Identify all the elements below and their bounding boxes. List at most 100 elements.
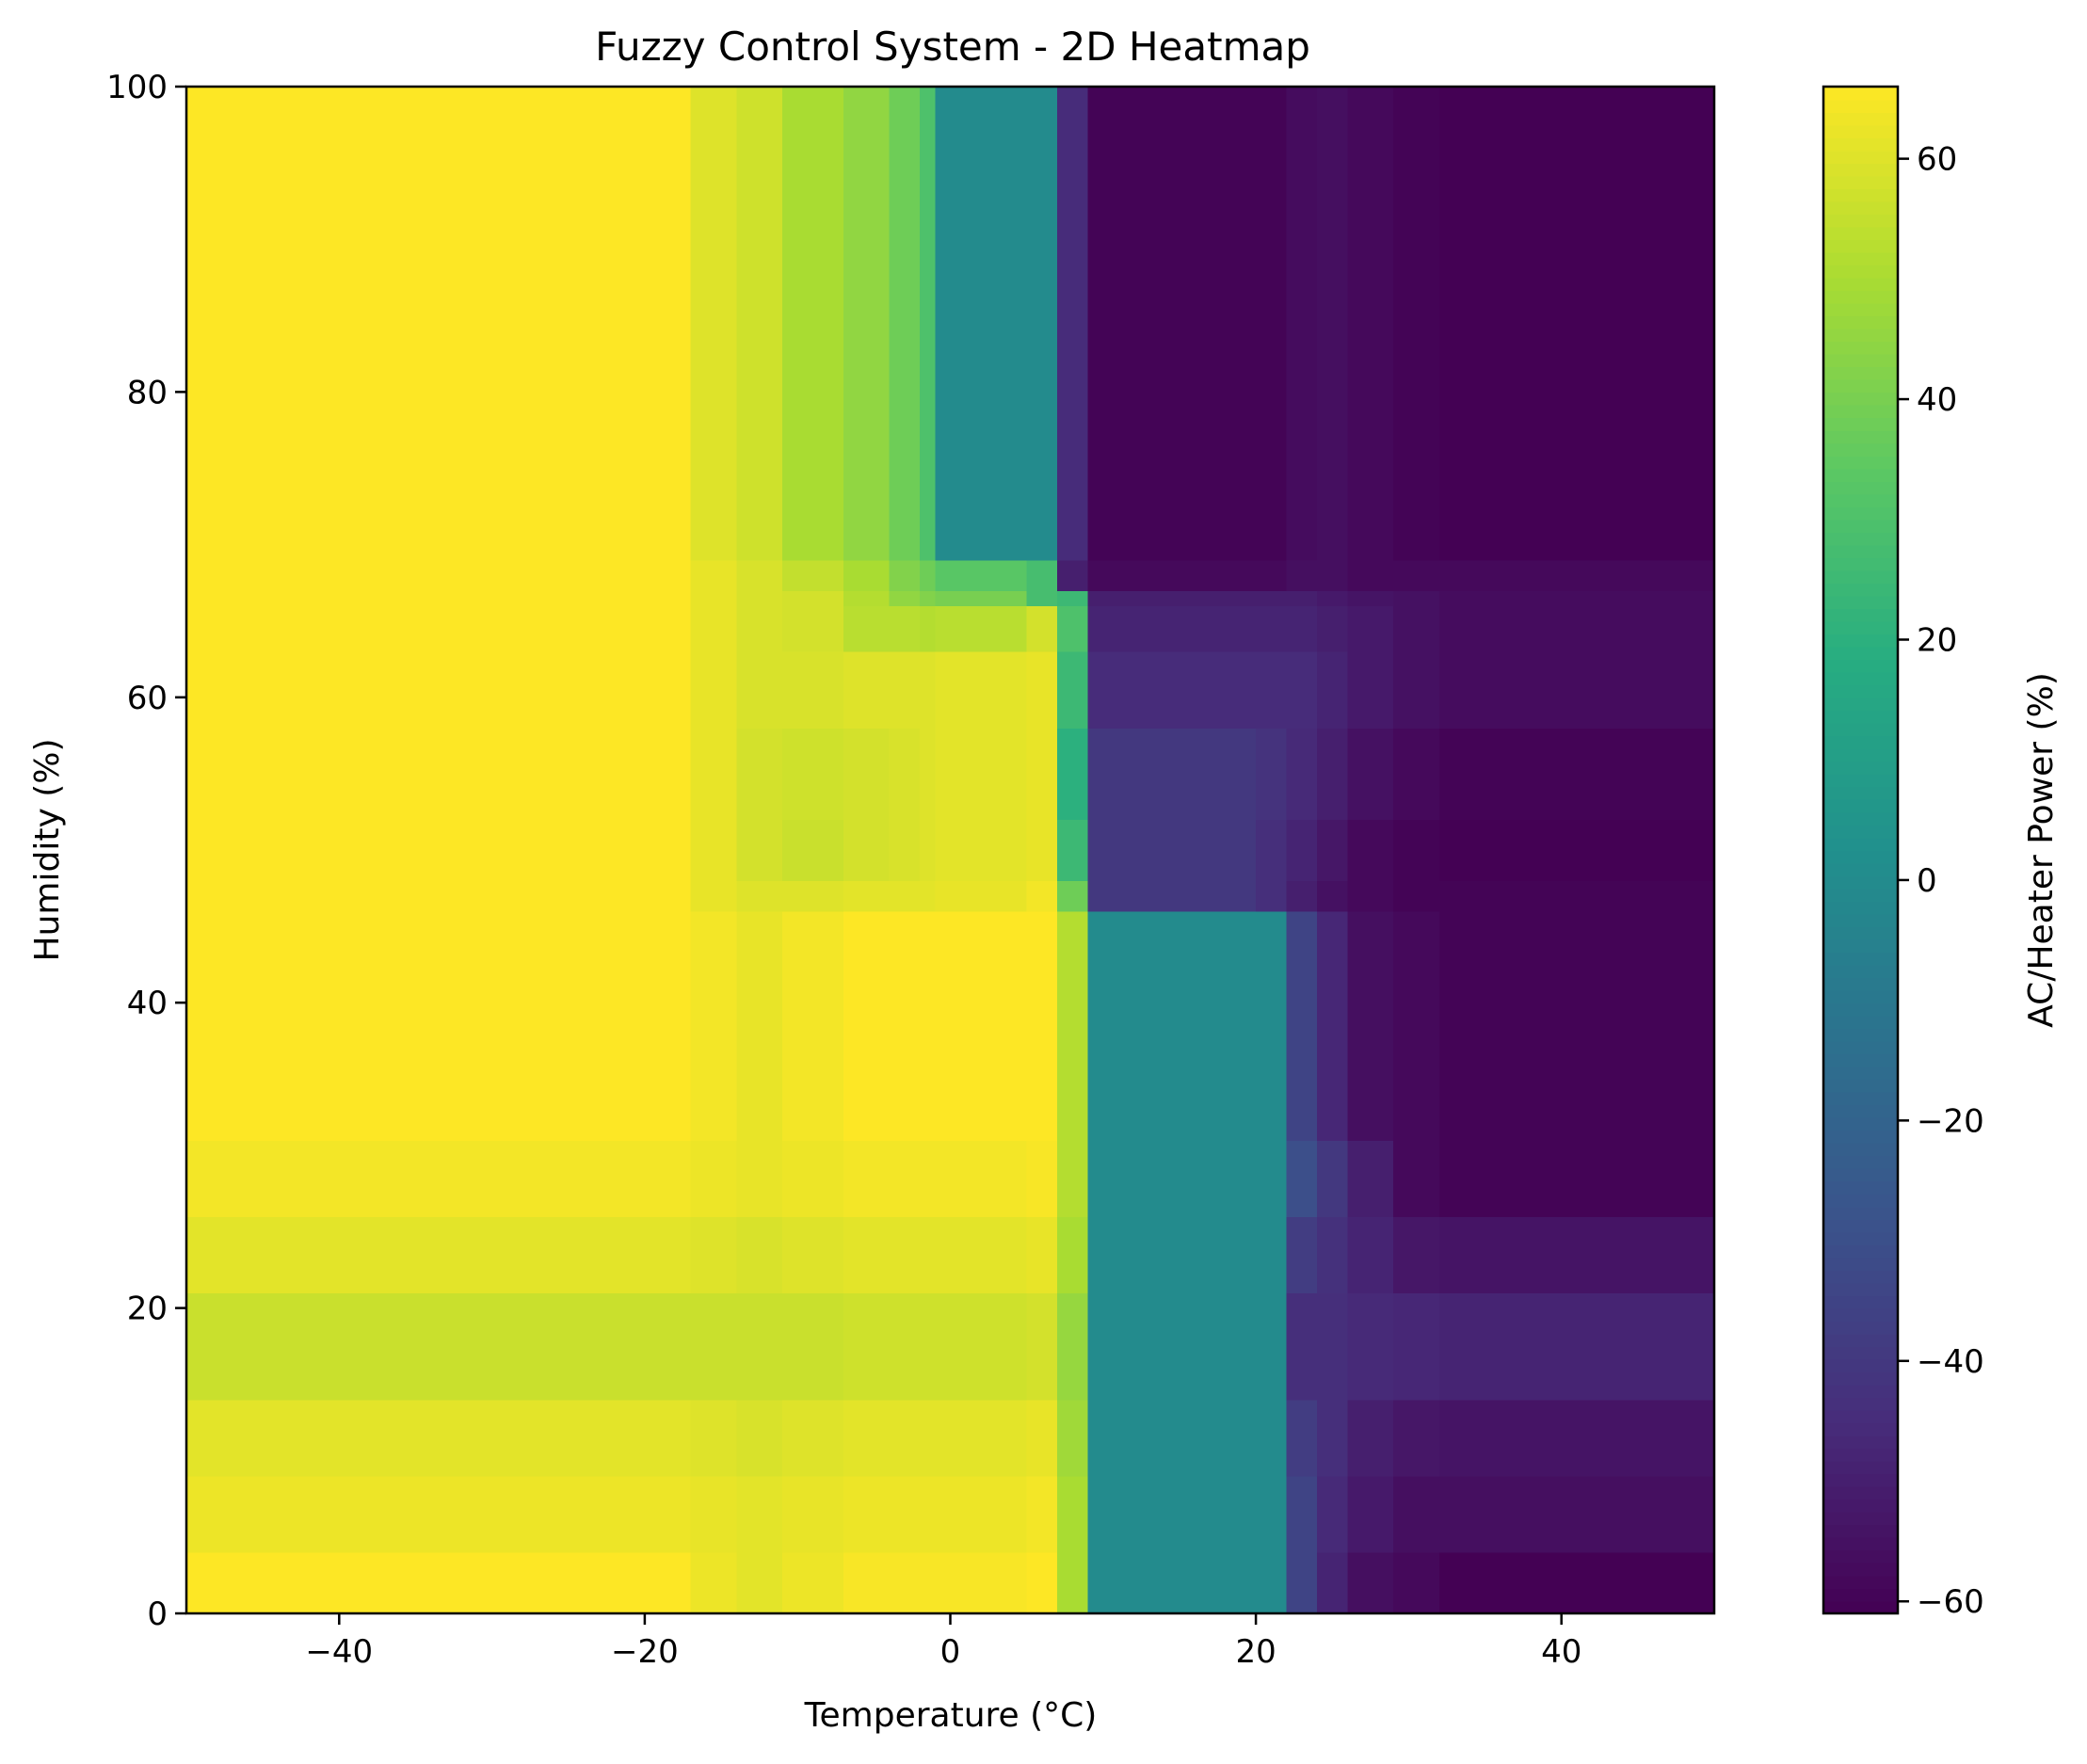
heatmap-cell bbox=[1256, 590, 1288, 607]
colorbar-tick-label: 20 bbox=[1917, 621, 1957, 659]
heatmap-cell bbox=[1057, 1552, 1089, 1614]
heatmap-cell bbox=[690, 605, 737, 652]
heatmap-cell bbox=[1286, 1476, 1318, 1553]
heatmap-cell bbox=[843, 605, 891, 652]
heatmap-cell bbox=[1256, 605, 1288, 652]
colorbar-segment bbox=[1823, 1422, 1898, 1436]
colorbar-segment bbox=[1823, 633, 1898, 648]
heatmap-cell bbox=[1393, 559, 1440, 591]
heatmap-cell bbox=[736, 1399, 783, 1477]
heatmap-cell bbox=[690, 1476, 737, 1553]
heatmap-cell bbox=[920, 1216, 936, 1293]
colorbar-segment bbox=[1823, 557, 1898, 571]
heatmap-cell bbox=[186, 1552, 692, 1614]
heatmap-cell bbox=[920, 1292, 936, 1401]
colorbar-ticks: −60 −40 −20 0 20 40 60 bbox=[1898, 141, 1984, 1621]
heatmap-cell bbox=[690, 1140, 737, 1217]
y-axis-ticks: 0 20 40 60 80 100 bbox=[106, 69, 186, 1633]
heatmap-cell bbox=[736, 728, 783, 821]
colorbar-segment bbox=[1823, 798, 1898, 813]
heatmap-cell bbox=[935, 880, 1028, 912]
colorbar-segment bbox=[1823, 1257, 1898, 1271]
heatmap-cell bbox=[690, 819, 737, 882]
colorbar-segment bbox=[1823, 1206, 1898, 1220]
heatmap-cell bbox=[1438, 910, 1715, 1141]
heatmap-cell bbox=[1393, 1292, 1440, 1401]
heatmap-cell bbox=[1087, 819, 1257, 882]
colorbar-segment bbox=[1823, 1167, 1898, 1182]
heatmap-cell bbox=[781, 910, 844, 1141]
heatmap-cell bbox=[1438, 605, 1715, 652]
heatmap-cell bbox=[1256, 1216, 1288, 1293]
heatmap-cell bbox=[781, 1399, 844, 1477]
heatmap-cell bbox=[186, 1140, 692, 1217]
heatmap-cell bbox=[186, 590, 692, 607]
heatmap-cell bbox=[1393, 728, 1440, 821]
heatmap-cell bbox=[736, 559, 783, 591]
colorbar-segment bbox=[1823, 163, 1898, 177]
heatmap-cell bbox=[1438, 1140, 1715, 1217]
y-tick-label: 20 bbox=[127, 1291, 168, 1328]
colorbar-segment bbox=[1823, 506, 1898, 521]
colorbar-segment bbox=[1823, 913, 1898, 927]
colorbar-segment bbox=[1823, 429, 1898, 444]
heatmap-cell bbox=[1438, 651, 1715, 729]
heatmap-cell bbox=[1286, 819, 1318, 882]
heatmap-cell bbox=[186, 880, 692, 912]
colorbar-segment bbox=[1823, 837, 1898, 851]
heatmap-cell bbox=[1087, 559, 1257, 591]
colorbar-segment bbox=[1823, 1180, 1898, 1195]
heatmap-cell bbox=[1393, 910, 1440, 1141]
colorbar-segment bbox=[1823, 620, 1898, 635]
heatmap-cell bbox=[843, 1399, 891, 1477]
heatmap-cell bbox=[935, 728, 1028, 821]
y-tick-label: 80 bbox=[127, 374, 168, 411]
colorbar-segment bbox=[1823, 583, 1898, 597]
heatmap-cell bbox=[1256, 1476, 1288, 1553]
colorbar-segment bbox=[1823, 137, 1898, 152]
heatmap-cell bbox=[1026, 559, 1058, 591]
x-tick-label: 40 bbox=[1541, 1633, 1581, 1671]
heatmap-cell bbox=[935, 1292, 1028, 1401]
colorbar-tick-label: 40 bbox=[1917, 381, 1957, 419]
heatmap-cell bbox=[1438, 1476, 1715, 1553]
colorbar-segment bbox=[1823, 710, 1898, 724]
heatmap-cell bbox=[1087, 880, 1257, 912]
heatmap-cell bbox=[1286, 559, 1318, 591]
heatmap-cell bbox=[1087, 651, 1257, 729]
heatmap-cell bbox=[1347, 1476, 1394, 1553]
heatmap-cell bbox=[736, 1140, 783, 1217]
heatmap-cell bbox=[1286, 1140, 1318, 1217]
heatmap-cell bbox=[935, 819, 1028, 882]
heatmap-cell bbox=[1347, 819, 1394, 882]
colorbar-segment bbox=[1823, 964, 1898, 978]
colorbar-segment bbox=[1823, 1397, 1898, 1411]
heatmap-cell bbox=[843, 1476, 891, 1553]
heatmap-cell bbox=[843, 1216, 891, 1293]
colorbar-segment bbox=[1823, 671, 1898, 686]
heatmap-cell bbox=[1057, 590, 1089, 607]
heatmap-cell bbox=[1347, 559, 1394, 591]
colorbar-segment bbox=[1823, 1499, 1898, 1513]
heatmap-cell bbox=[843, 651, 891, 729]
colorbar-segment bbox=[1823, 468, 1898, 482]
colorbar-segment bbox=[1823, 1091, 1898, 1106]
colorbar-segment bbox=[1823, 1053, 1898, 1067]
colorbar-segment bbox=[1823, 1193, 1898, 1208]
colorbar-segment bbox=[1823, 277, 1898, 292]
colorbar-segment bbox=[1823, 1079, 1898, 1093]
colorbar-segment bbox=[1823, 747, 1898, 762]
colorbar-segment bbox=[1823, 1346, 1898, 1360]
colorbar-tick-label: −20 bbox=[1917, 1102, 1984, 1140]
heatmap-cell bbox=[1026, 1552, 1058, 1614]
colorbar-segment bbox=[1823, 1536, 1898, 1551]
colorbar-segment bbox=[1823, 1435, 1898, 1450]
colorbar-segment bbox=[1823, 1155, 1898, 1169]
heatmap-cell bbox=[690, 728, 737, 821]
colorbar-segment bbox=[1823, 761, 1898, 775]
colorbar-segment bbox=[1823, 773, 1898, 788]
heatmap-cell bbox=[736, 910, 783, 1141]
y-tick-label: 0 bbox=[147, 1596, 168, 1633]
heatmap-cell bbox=[920, 819, 936, 882]
colorbar-segment bbox=[1823, 1028, 1898, 1042]
